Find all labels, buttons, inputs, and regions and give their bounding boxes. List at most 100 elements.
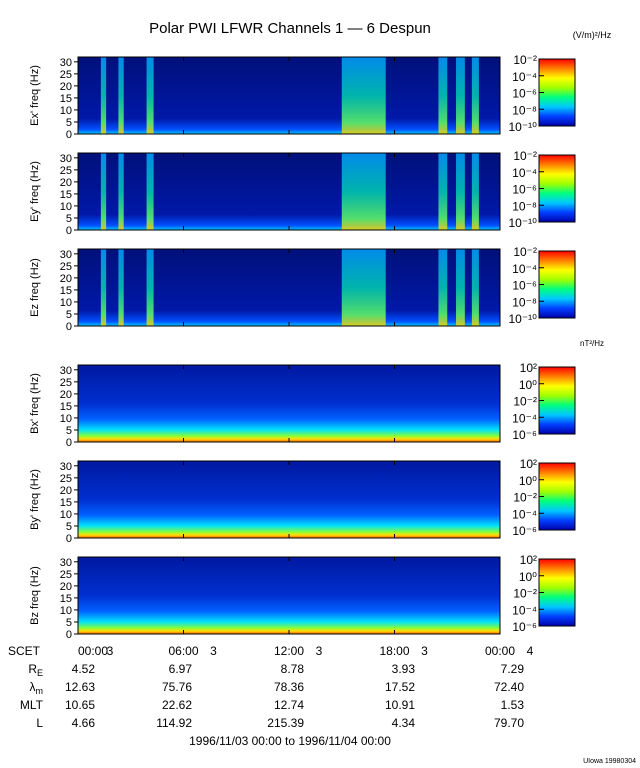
ephemeris-value: 1.53 xyxy=(501,698,525,712)
colorbar xyxy=(538,462,576,531)
emission-burst xyxy=(146,249,154,326)
y-tick-label: 25 xyxy=(60,69,72,81)
colorbar-label: 10⁻² xyxy=(513,149,537,163)
time-tick-day: 3 xyxy=(421,644,428,658)
emission-burst xyxy=(456,249,465,326)
y-tick-label: 10 xyxy=(60,413,72,425)
ephemeris-row-label: RE xyxy=(28,662,43,678)
y-tick-label: 15 xyxy=(60,401,72,413)
emission-burst xyxy=(118,249,124,326)
y-tick-label: 0 xyxy=(66,321,72,333)
y-tick-label: 5 xyxy=(66,521,72,533)
time-tick-day: 3 xyxy=(107,644,114,658)
y-tick-label: 20 xyxy=(60,273,72,285)
colorbar-label: 10² xyxy=(520,361,537,375)
colorbar xyxy=(538,58,576,127)
emission-burst xyxy=(456,57,465,134)
colorbar-label: 10⁻⁶ xyxy=(512,279,537,293)
colorbar xyxy=(538,250,576,319)
colorbar-label: 10⁻¹⁰ xyxy=(509,312,538,326)
electric-unit-label: (V/m)²/Hz xyxy=(573,30,612,40)
emission-burst xyxy=(118,57,124,134)
y-tick-label: 10 xyxy=(60,509,72,521)
ephemeris-value: 17.52 xyxy=(385,680,415,694)
ephemeris-value: 10.65 xyxy=(65,698,95,712)
y-tick-label: 0 xyxy=(66,437,72,449)
y-tick-label: 15 xyxy=(60,497,72,509)
y-tick-label: 20 xyxy=(60,389,72,401)
y-tick-label: 30 xyxy=(60,57,72,69)
magnetic-unit-label: nT²/Hz xyxy=(580,339,604,348)
emission-burst xyxy=(456,153,465,230)
colorbar-label: 10⁻⁶ xyxy=(512,87,537,101)
y-tick-label: 25 xyxy=(60,473,72,485)
colorbar-label: 10² xyxy=(520,457,537,471)
colorbar-label: 10⁻⁴ xyxy=(512,70,537,84)
emission-burst xyxy=(146,57,154,134)
ephemeris-value: 12.74 xyxy=(274,698,304,712)
time-tick-label: 06:00 xyxy=(168,644,198,658)
ephemeris-value: 78.36 xyxy=(274,680,304,694)
y-tick-label: 15 xyxy=(60,93,72,105)
time-tick-day: 4 xyxy=(527,644,534,658)
y-tick-label: 10 xyxy=(60,605,72,617)
time-tick-day: 3 xyxy=(316,644,323,658)
y-tick-label: 15 xyxy=(60,189,72,201)
ephemeris-row-label-subscript: E xyxy=(37,668,43,678)
y-tick-label: 0 xyxy=(66,225,72,237)
colorbar-label: 10⁻⁶ xyxy=(512,524,537,538)
y-tick-label: 25 xyxy=(60,261,72,273)
emission-burst xyxy=(100,57,107,134)
y-axis-label: Bx' freq (Hz) xyxy=(29,373,41,434)
y-tick-label: 20 xyxy=(60,485,72,497)
ephemeris-value: 215.39 xyxy=(267,716,304,730)
emission-burst xyxy=(438,249,448,326)
colorbar-label: 10⁻⁴ xyxy=(512,411,537,425)
emission-burst xyxy=(341,153,386,230)
colorbar-label: 10⁻⁸ xyxy=(512,295,537,309)
y-tick-label: 0 xyxy=(66,533,72,545)
ephemeris-row-label-subscript: m xyxy=(36,686,44,696)
y-tick-label: 0 xyxy=(66,629,72,641)
emission-burst xyxy=(471,57,479,134)
colorbar-label: 10⁻² xyxy=(513,53,537,67)
colorbar-label: 10⁻⁶ xyxy=(512,183,537,197)
y-tick-label: 15 xyxy=(60,285,72,297)
spectrogram-background xyxy=(78,153,500,230)
emission-burst xyxy=(438,153,448,230)
colorbar-label: 10⁻⁶ xyxy=(512,620,537,634)
emission-burst xyxy=(471,249,479,326)
colorbar-label: 10⁻² xyxy=(513,245,537,259)
figure-title: Polar PWI LFWR Channels 1 — 6 Despun xyxy=(149,20,431,37)
spectrogram-background xyxy=(78,365,500,442)
colorbar-label: 10⁻¹⁰ xyxy=(509,120,538,134)
colorbar-label: 10⁻² xyxy=(513,587,537,601)
y-axis-label: By' freq (Hz) xyxy=(29,469,41,530)
colorbar-label: 10⁰ xyxy=(519,570,537,584)
y-tick-label: 5 xyxy=(66,425,72,437)
emission-burst xyxy=(341,249,386,326)
y-axis-label: Ey' freq (Hz) xyxy=(29,161,41,222)
colorbar xyxy=(538,366,576,435)
time-tick-day: 3 xyxy=(210,644,217,658)
y-tick-label: 10 xyxy=(60,201,72,213)
ephemeris-table: RE 4.52 6.97 8.78 3.93 7.29 λm 12.63 75.76 78.36 1… xyxy=(20,662,524,730)
ephemeris-value: 22.62 xyxy=(162,698,192,712)
y-tick-label: 30 xyxy=(60,249,72,261)
colorbar-label: 10⁻⁸ xyxy=(512,103,537,117)
colorbar-label: 10² xyxy=(520,553,537,567)
colorbar-label: 10⁻² xyxy=(513,491,537,505)
spectrogram-background xyxy=(78,57,500,134)
y-tick-label: 0 xyxy=(66,129,72,141)
ephemeris-value: 4.52 xyxy=(72,662,96,676)
colorbar-label: 10⁻⁴ xyxy=(512,166,537,180)
y-tick-label: 10 xyxy=(60,297,72,309)
ephemeris-value: 75.76 xyxy=(162,680,192,694)
